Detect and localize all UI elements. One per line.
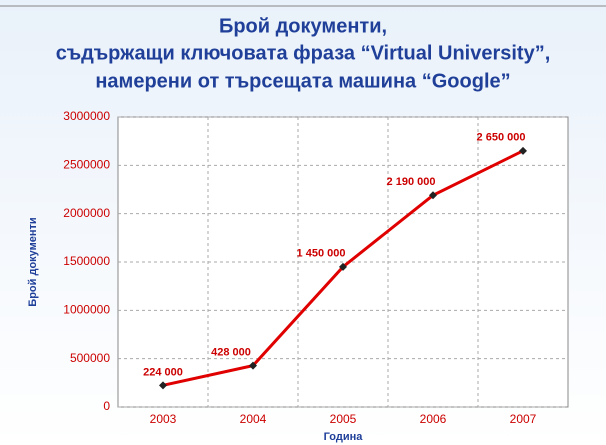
data-point xyxy=(159,381,167,390)
chart-title: Брой документи, xyxy=(219,15,387,37)
x-tick-label: 2004 xyxy=(240,412,267,426)
data-point xyxy=(519,146,527,155)
x-tick-label: 2007 xyxy=(510,412,537,426)
chart-title: намерени от търсещата машина “Google” xyxy=(95,70,510,92)
y-tick-label: 0 xyxy=(103,399,110,413)
data-label: 2 190 000 xyxy=(387,176,436,188)
x-tick-label: 2006 xyxy=(420,412,447,426)
x-tick-label: 2003 xyxy=(150,412,177,426)
y-tick-label: 2500000 xyxy=(63,158,110,172)
x-axis-label: Година xyxy=(324,431,364,443)
data-point xyxy=(339,262,347,271)
y-tick-label: 1500000 xyxy=(63,254,110,268)
y-tick-label: 500000 xyxy=(70,351,110,365)
data-point xyxy=(249,361,257,370)
chart-title: съдържащи ключовата фраза “Virtual Unive… xyxy=(56,42,551,64)
data-label: 1 450 000 xyxy=(297,248,346,260)
data-label: 428 000 xyxy=(211,347,251,359)
data-label: 2 650 000 xyxy=(477,132,526,144)
x-tick-label: 2005 xyxy=(330,412,357,426)
y-axis-label: Брой документи xyxy=(27,217,39,306)
y-tick-label: 2000000 xyxy=(63,206,110,220)
y-tick-label: 1000000 xyxy=(63,303,110,317)
data-label: 224 000 xyxy=(143,366,183,378)
data-point xyxy=(429,191,437,200)
y-tick-label: 3000000 xyxy=(63,109,110,123)
